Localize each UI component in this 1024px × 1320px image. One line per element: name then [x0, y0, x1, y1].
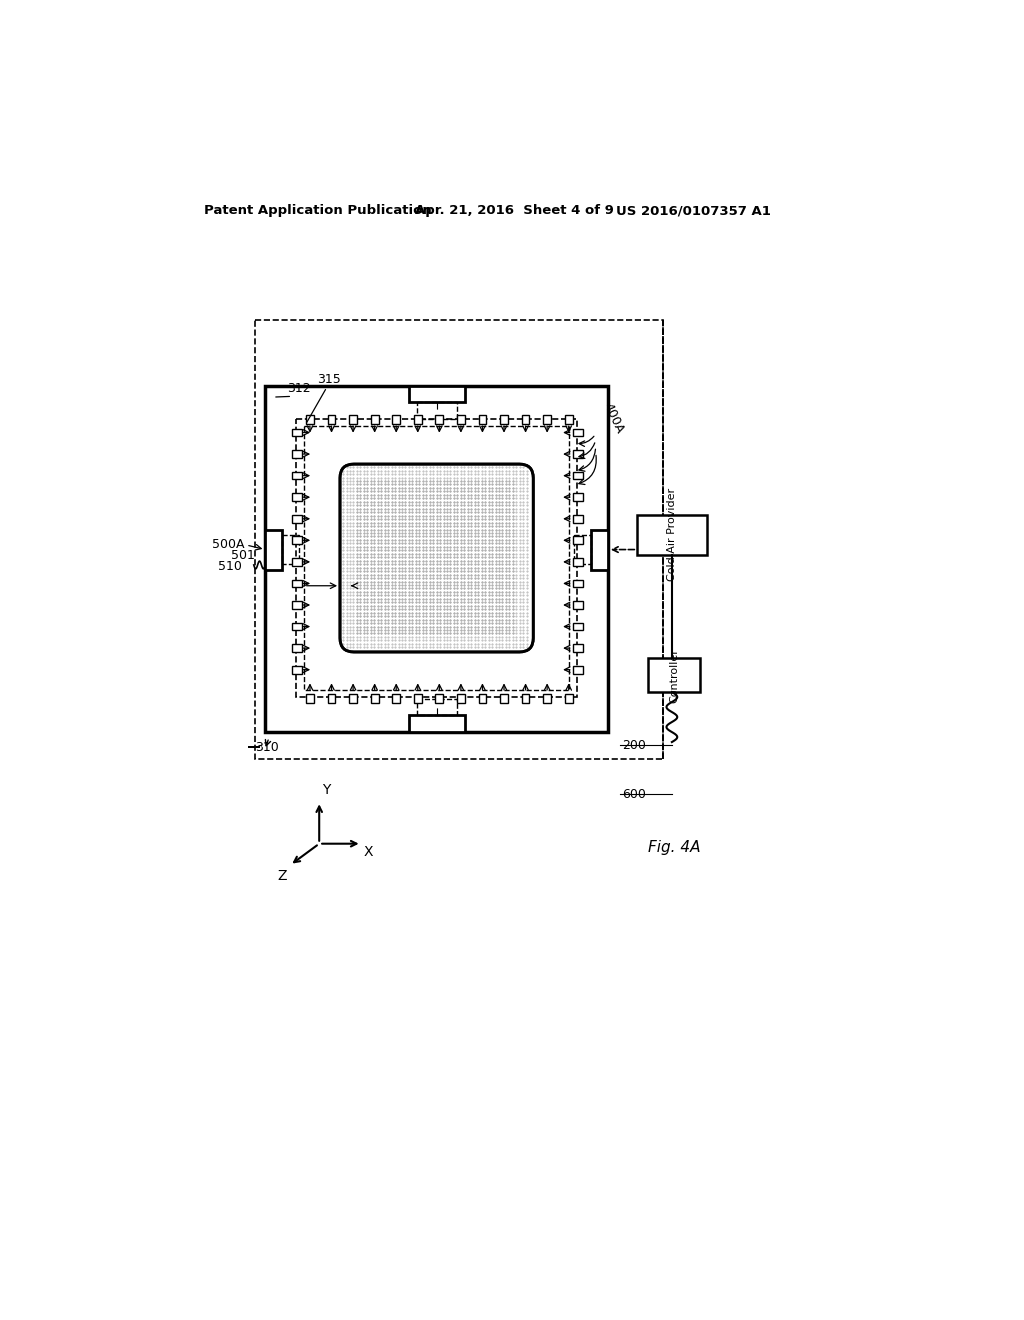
Bar — [573, 623, 583, 631]
Bar — [410, 385, 465, 403]
Text: 600: 600 — [622, 788, 646, 801]
Bar — [478, 414, 486, 424]
Bar — [573, 515, 583, 523]
Text: C: C — [458, 598, 466, 611]
Bar — [417, 700, 457, 715]
Bar — [478, 693, 486, 702]
Bar — [292, 644, 301, 652]
Bar — [637, 515, 707, 554]
Bar — [573, 536, 583, 544]
Text: Fig. 4A: Fig. 4A — [648, 840, 700, 855]
Bar — [292, 494, 301, 502]
Bar — [392, 693, 400, 702]
Text: 500A: 500A — [212, 539, 245, 552]
Bar — [414, 414, 422, 424]
Bar — [292, 579, 301, 587]
Bar — [349, 414, 357, 424]
Bar — [410, 715, 465, 733]
Bar — [265, 385, 608, 733]
Bar — [283, 535, 299, 564]
Bar — [292, 665, 301, 673]
Bar — [265, 529, 283, 570]
Bar — [521, 693, 529, 702]
Bar — [349, 693, 357, 702]
Bar — [544, 414, 551, 424]
Bar — [306, 693, 313, 702]
Bar — [304, 426, 569, 689]
Bar — [292, 623, 301, 631]
Bar — [573, 494, 583, 502]
Text: 510: 510 — [218, 560, 243, 573]
Bar — [565, 414, 572, 424]
Bar — [292, 471, 301, 479]
Text: Patent Application Publication: Patent Application Publication — [204, 205, 431, 218]
Bar — [296, 418, 578, 697]
Bar — [306, 414, 313, 424]
Bar — [414, 693, 422, 702]
Text: US 2016/0107357 A1: US 2016/0107357 A1 — [615, 205, 770, 218]
Bar — [292, 558, 301, 566]
Bar — [573, 558, 583, 566]
Bar — [573, 665, 583, 673]
Bar — [574, 535, 591, 564]
Bar — [417, 403, 457, 418]
Text: Y: Y — [323, 784, 331, 797]
Bar — [648, 659, 700, 692]
Bar — [292, 450, 301, 458]
FancyBboxPatch shape — [340, 465, 534, 652]
Bar — [573, 579, 583, 587]
Text: 315: 315 — [317, 372, 341, 385]
Bar — [255, 321, 664, 759]
Bar — [500, 693, 508, 702]
Bar — [591, 529, 608, 570]
Bar — [544, 693, 551, 702]
Text: 312: 312 — [287, 381, 310, 395]
Text: X: X — [364, 845, 374, 859]
Bar — [292, 601, 301, 609]
Bar — [573, 644, 583, 652]
Text: Z: Z — [278, 869, 287, 883]
Bar — [521, 414, 529, 424]
Bar — [435, 693, 443, 702]
Bar — [328, 414, 336, 424]
Bar — [392, 414, 400, 424]
Bar — [573, 601, 583, 609]
Bar — [328, 693, 336, 702]
Text: 310: 310 — [255, 741, 280, 754]
Text: Controller: Controller — [669, 648, 679, 702]
Bar — [457, 414, 465, 424]
Bar — [371, 693, 379, 702]
Bar — [573, 429, 583, 437]
Bar — [573, 450, 583, 458]
Bar — [457, 693, 465, 702]
Bar — [292, 536, 301, 544]
Bar — [500, 414, 508, 424]
Text: S: S — [344, 579, 351, 593]
Bar — [573, 471, 583, 479]
Text: Apr. 21, 2016  Sheet 4 of 9: Apr. 21, 2016 Sheet 4 of 9 — [416, 205, 614, 218]
Bar — [371, 414, 379, 424]
Text: 400A: 400A — [600, 401, 626, 436]
Bar — [565, 693, 572, 702]
Bar — [435, 414, 443, 424]
Text: 200: 200 — [622, 739, 646, 751]
Bar — [292, 515, 301, 523]
Text: Cold Air Provider: Cold Air Provider — [667, 488, 677, 582]
Bar — [292, 429, 301, 437]
Text: 501: 501 — [230, 549, 255, 562]
